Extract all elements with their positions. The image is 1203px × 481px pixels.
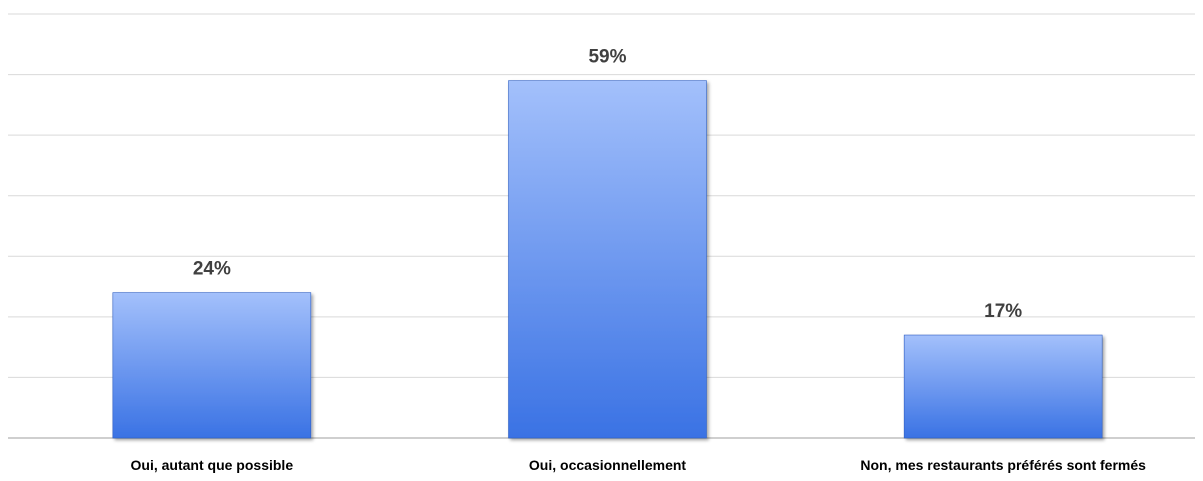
data-label: 59%: [588, 47, 626, 68]
data-label: 24%: [193, 259, 231, 280]
bar: [508, 80, 707, 439]
bars: [112, 80, 1103, 439]
category-label: Oui, occasionnellement: [529, 457, 686, 473]
bar: [903, 334, 1103, 439]
category-labels: Oui, autant que possible Oui, occasionnel…: [131, 457, 1147, 473]
category-label: Oui, autant que possible: [131, 457, 294, 473]
data-labels: 24% 59% 17%: [193, 47, 1022, 322]
data-label: 17%: [984, 301, 1022, 322]
category-label: Non, mes restaurants préférés sont fermé…: [860, 457, 1146, 473]
bar: [112, 292, 312, 439]
